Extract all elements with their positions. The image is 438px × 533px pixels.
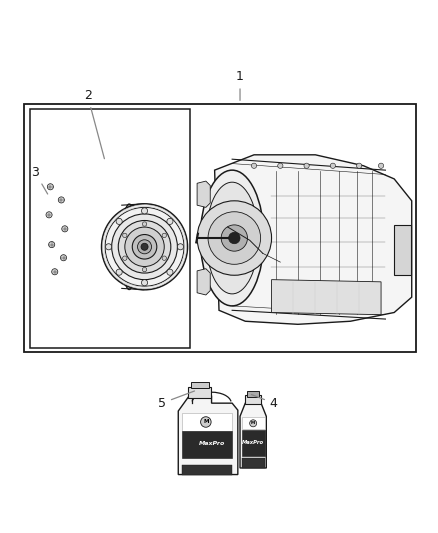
Circle shape bbox=[141, 243, 148, 251]
Ellipse shape bbox=[200, 170, 264, 306]
Polygon shape bbox=[197, 269, 210, 295]
Circle shape bbox=[167, 219, 173, 224]
Polygon shape bbox=[197, 181, 210, 207]
Circle shape bbox=[116, 269, 122, 275]
Circle shape bbox=[250, 420, 257, 427]
Bar bbox=[182, 413, 232, 431]
Bar bbox=[24, 104, 416, 352]
Circle shape bbox=[46, 212, 52, 218]
Text: 2: 2 bbox=[84, 89, 104, 159]
Bar bbox=[182, 431, 232, 458]
Text: 3: 3 bbox=[31, 166, 48, 194]
Circle shape bbox=[141, 280, 148, 286]
Text: MaxPro: MaxPro bbox=[199, 441, 226, 447]
Bar bbox=[242, 417, 265, 430]
Circle shape bbox=[52, 269, 58, 275]
Polygon shape bbox=[240, 403, 266, 468]
Circle shape bbox=[58, 197, 64, 203]
Ellipse shape bbox=[206, 182, 258, 294]
Polygon shape bbox=[215, 155, 412, 324]
Circle shape bbox=[49, 241, 55, 248]
Circle shape bbox=[112, 214, 177, 280]
Circle shape bbox=[123, 233, 127, 238]
Polygon shape bbox=[178, 395, 238, 474]
Circle shape bbox=[229, 232, 240, 244]
Bar bbox=[245, 395, 261, 404]
Ellipse shape bbox=[121, 204, 137, 289]
Circle shape bbox=[278, 163, 283, 168]
Circle shape bbox=[251, 163, 257, 168]
Text: M: M bbox=[251, 421, 255, 425]
Circle shape bbox=[142, 268, 147, 272]
Circle shape bbox=[102, 204, 187, 290]
Circle shape bbox=[201, 417, 211, 427]
Bar bbox=[394, 225, 411, 275]
Circle shape bbox=[118, 221, 171, 273]
Text: MaxPro: MaxPro bbox=[242, 440, 264, 445]
Circle shape bbox=[123, 256, 127, 260]
Circle shape bbox=[47, 184, 53, 190]
Circle shape bbox=[221, 225, 247, 251]
Circle shape bbox=[132, 235, 157, 259]
Text: 4: 4 bbox=[251, 394, 278, 410]
Bar bbox=[30, 109, 190, 348]
Text: M: M bbox=[203, 419, 208, 424]
Bar bbox=[242, 430, 265, 456]
Circle shape bbox=[141, 208, 148, 214]
Circle shape bbox=[125, 227, 164, 266]
Circle shape bbox=[167, 269, 173, 275]
Circle shape bbox=[177, 244, 184, 250]
Circle shape bbox=[378, 163, 384, 168]
Text: 1: 1 bbox=[236, 70, 244, 100]
Circle shape bbox=[162, 233, 166, 238]
Circle shape bbox=[197, 201, 272, 275]
Bar bbox=[191, 382, 209, 388]
Bar bbox=[242, 458, 265, 468]
Bar bbox=[188, 387, 211, 398]
Text: 5: 5 bbox=[158, 391, 194, 410]
Polygon shape bbox=[272, 280, 381, 314]
Circle shape bbox=[116, 219, 122, 224]
Bar bbox=[182, 465, 232, 474]
Circle shape bbox=[138, 240, 152, 254]
Circle shape bbox=[106, 244, 112, 250]
Circle shape bbox=[357, 163, 362, 168]
Circle shape bbox=[304, 163, 309, 168]
Bar bbox=[247, 391, 259, 397]
Circle shape bbox=[330, 163, 336, 168]
Circle shape bbox=[62, 226, 68, 232]
Circle shape bbox=[162, 256, 166, 260]
Circle shape bbox=[142, 222, 147, 226]
Circle shape bbox=[60, 255, 67, 261]
Circle shape bbox=[208, 212, 261, 264]
